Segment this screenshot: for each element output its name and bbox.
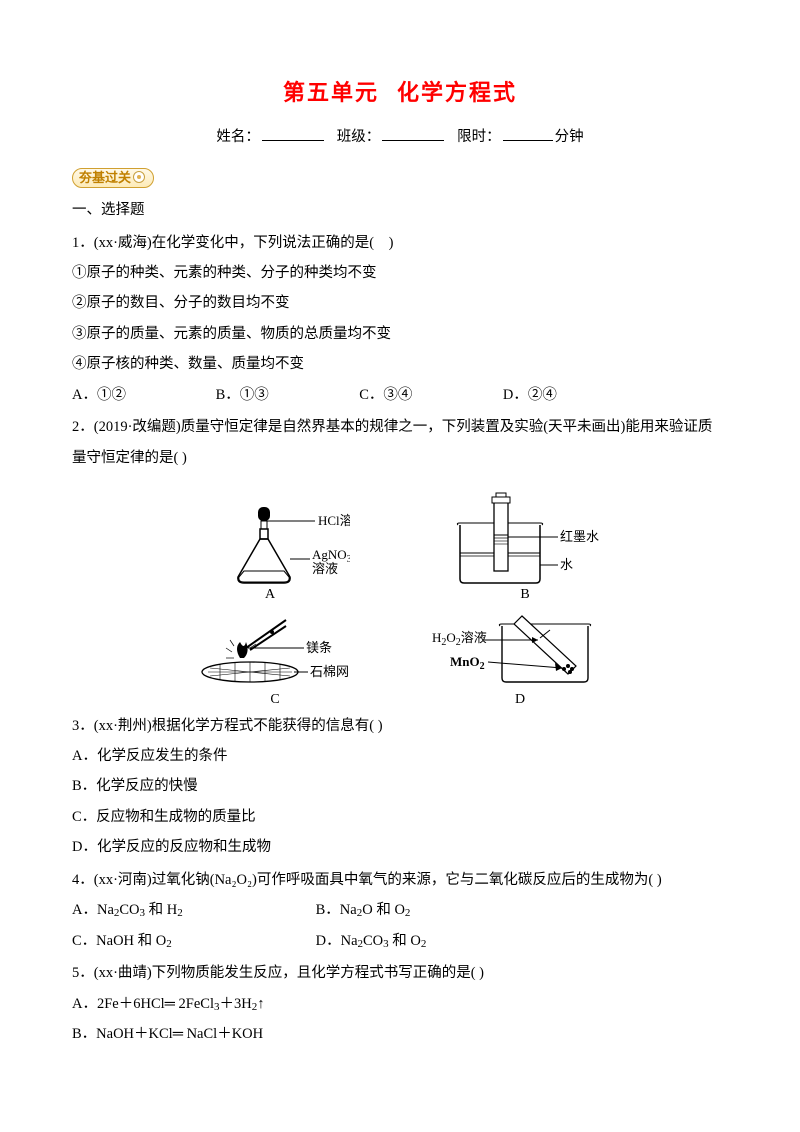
q5-a-t1: A．2Fe＋6HCl═ 2FeCl	[72, 996, 214, 1012]
q4-d-t2: CO	[363, 933, 383, 949]
q4-opt-c[interactable]: C．NaOH 和 O2	[72, 926, 312, 956]
q1-line1: ①原子的种类、元素的种类、分子的种类均不变	[72, 258, 728, 288]
section-heading: 一、选择题	[72, 195, 728, 225]
page: 第五单元化学方程式 姓名： 班级： 限时： 分钟 夯基过关 一、选择题 1．(xx…	[0, 0, 800, 1091]
diagD-cap: D	[430, 692, 610, 709]
diagB-label-water: 水	[560, 557, 573, 572]
diagA-cap: A	[190, 587, 350, 604]
class-blank[interactable]	[382, 126, 444, 142]
q3-opt-c[interactable]: C．反应物和生成物的质量比	[72, 802, 728, 832]
time-blank[interactable]	[503, 126, 553, 142]
name-blank[interactable]	[262, 126, 324, 142]
title-topic: 化学方程式	[397, 80, 517, 105]
q4-opt-b[interactable]: B．Na2O 和 O2	[316, 895, 411, 925]
q4-row2: C．NaOH 和 O2 D．Na2CO3 和 O2	[72, 926, 728, 956]
diagB-cap: B	[440, 587, 610, 604]
diagC-label-mg: 镁条	[306, 640, 332, 655]
q2-stem-l2: 量守恒定律的是( )	[72, 443, 728, 473]
q4-a-t2: CO	[119, 902, 139, 918]
diagA-label3: 溶液	[312, 561, 338, 576]
time-unit: 分钟	[555, 129, 584, 145]
flask-dropper-icon: HCl溶液 AgNO3 溶液	[190, 479, 350, 589]
q3-opt-a[interactable]: A．化学反应发生的条件	[72, 741, 728, 771]
class-label: 班级：	[337, 129, 381, 145]
diagC-cap: C	[190, 692, 360, 709]
section-badge: 夯基过关	[72, 168, 154, 188]
q4-b-t2: O 和 O	[362, 902, 405, 918]
q2-stem-l1: 2．(2019·改编题)质量守恒定律是自然界基本的规律之一，下列装置及实验(天平…	[72, 412, 728, 442]
q1-stem: 1．(xx·威海)在化学变化中，下列说法正确的是( )	[72, 228, 728, 258]
q4-d-t1: D．Na	[316, 933, 358, 949]
q1-options: A．①② B．①③ C．③④ D．②④	[72, 380, 728, 410]
q2-diagram-a[interactable]: HCl溶液 AgNO3 溶液 A	[190, 479, 350, 604]
diagD-label-mno2: MnO2	[450, 654, 485, 672]
q4-opt-d[interactable]: D．Na2CO3 和 O2	[316, 926, 427, 956]
beaker-tube-mno2-icon: H2O2溶液 MnO2	[430, 608, 610, 694]
q4-b-t1: B．Na	[316, 902, 357, 918]
diagD-label-h2o2: H2O2溶液	[432, 630, 487, 648]
q5-a-t2: ＋3H	[220, 996, 252, 1012]
q5-stem: 5．(xx·曲靖)下列物质能发生反应，且化学方程式书写正确的是( )	[72, 958, 728, 988]
q1-opt-b[interactable]: B．①③	[216, 380, 356, 410]
q1-line2: ②原子的数目、分子的数目均不变	[72, 288, 728, 318]
q4-stem: 4．(xx·河南)过氧化钠(Na₂O₂)可作呼吸面具中氧气的来源，它与二氧化碳反…	[72, 865, 728, 895]
q2-diagram-b[interactable]: 水 红墨水 B	[440, 479, 610, 604]
q3-opt-d[interactable]: D．化学反应的反应物和生成物	[72, 832, 728, 862]
q1-line4: ④原子核的种类、数量、质量均不变	[72, 349, 728, 379]
q1-stem-text: 1．(xx·威海)在化学变化中，下列说法正确的是(	[72, 235, 374, 251]
title-unit: 第五单元	[283, 80, 379, 105]
q4-a-t1: A．Na	[72, 902, 114, 918]
q1-opt-c[interactable]: C．③④	[359, 380, 499, 410]
q5-opt-b[interactable]: B．NaOH＋KCl═ NaCl＋KOH	[72, 1019, 728, 1049]
diagA-label1: HCl溶液	[318, 513, 350, 528]
info-line: 姓名： 班级： 限时： 分钟	[72, 122, 728, 152]
q3: 3．(xx·荆州)根据化学方程式不能获得的信息有( ) A．化学反应发生的条件 …	[72, 711, 728, 863]
name-label: 姓名：	[216, 129, 260, 145]
beaker-tube-icon: 水 红墨水	[440, 479, 610, 589]
q4-d-s3: 2	[421, 938, 427, 950]
q4-a-t3: 和 H	[145, 902, 177, 918]
q4-a-s3: 2	[177, 907, 183, 919]
q2-diagram-c[interactable]: 石棉网 镁条 C	[190, 608, 360, 709]
badge-dot-icon	[133, 171, 145, 183]
q5-opt-a[interactable]: A．2Fe＋6HCl═ 2FeCl3＋3H2↑	[72, 989, 728, 1019]
badge-text: 夯基过关	[79, 170, 131, 185]
time-label: 限时：	[457, 129, 501, 145]
burning-mg-icon: 石棉网 镁条	[190, 608, 360, 694]
q1: 1．(xx·威海)在化学变化中，下列说法正确的是( ) ①原子的种类、元素的种类…	[72, 228, 728, 411]
q4-c-t1: C．NaOH 和 O	[72, 933, 166, 949]
q4-d-t3: 和 O	[389, 933, 421, 949]
q2: 2．(2019·改编题)质量守恒定律是自然界基本的规律之一，下列装置及实验(天平…	[72, 412, 728, 708]
page-title: 第五单元化学方程式	[72, 70, 728, 116]
q3-opt-b[interactable]: B．化学反应的快慢	[72, 771, 728, 801]
q4-opt-a[interactable]: A．Na2CO3 和 H2	[72, 895, 312, 925]
q5: 5．(xx·曲靖)下列物质能发生反应，且化学方程式书写正确的是( ) A．2Fe…	[72, 958, 728, 1049]
q1-opt-d[interactable]: D．②④	[503, 380, 643, 410]
q4-row1: A．Na2CO3 和 H2 B．Na2O 和 O2	[72, 895, 728, 925]
q4: 4．(xx·河南)过氧化钠(Na₂O₂)可作呼吸面具中氧气的来源，它与二氧化碳反…	[72, 865, 728, 956]
badge-row: 夯基过关	[72, 163, 728, 193]
q2-diagram-row2: 石棉网 镁条 C	[72, 608, 728, 709]
q2-diagram-d[interactable]: H2O2溶液 MnO2 D	[430, 608, 610, 709]
q1-stem-paren: )	[389, 235, 394, 251]
q5-a-arrow: ↑	[257, 996, 264, 1012]
q1-opt-a[interactable]: A．①②	[72, 380, 212, 410]
q2-diagram-row1: HCl溶液 AgNO3 溶液 A	[72, 479, 728, 604]
diagC-label-net: 石棉网	[310, 664, 349, 679]
q1-line3: ③原子的质量、元素的质量、物质的总质量均不变	[72, 319, 728, 349]
q3-stem: 3．(xx·荆州)根据化学方程式不能获得的信息有( )	[72, 711, 728, 741]
q4-b-s2: 2	[405, 907, 411, 919]
q4-c-s1: 2	[166, 938, 172, 950]
diagB-label-ink: 红墨水	[560, 529, 599, 544]
